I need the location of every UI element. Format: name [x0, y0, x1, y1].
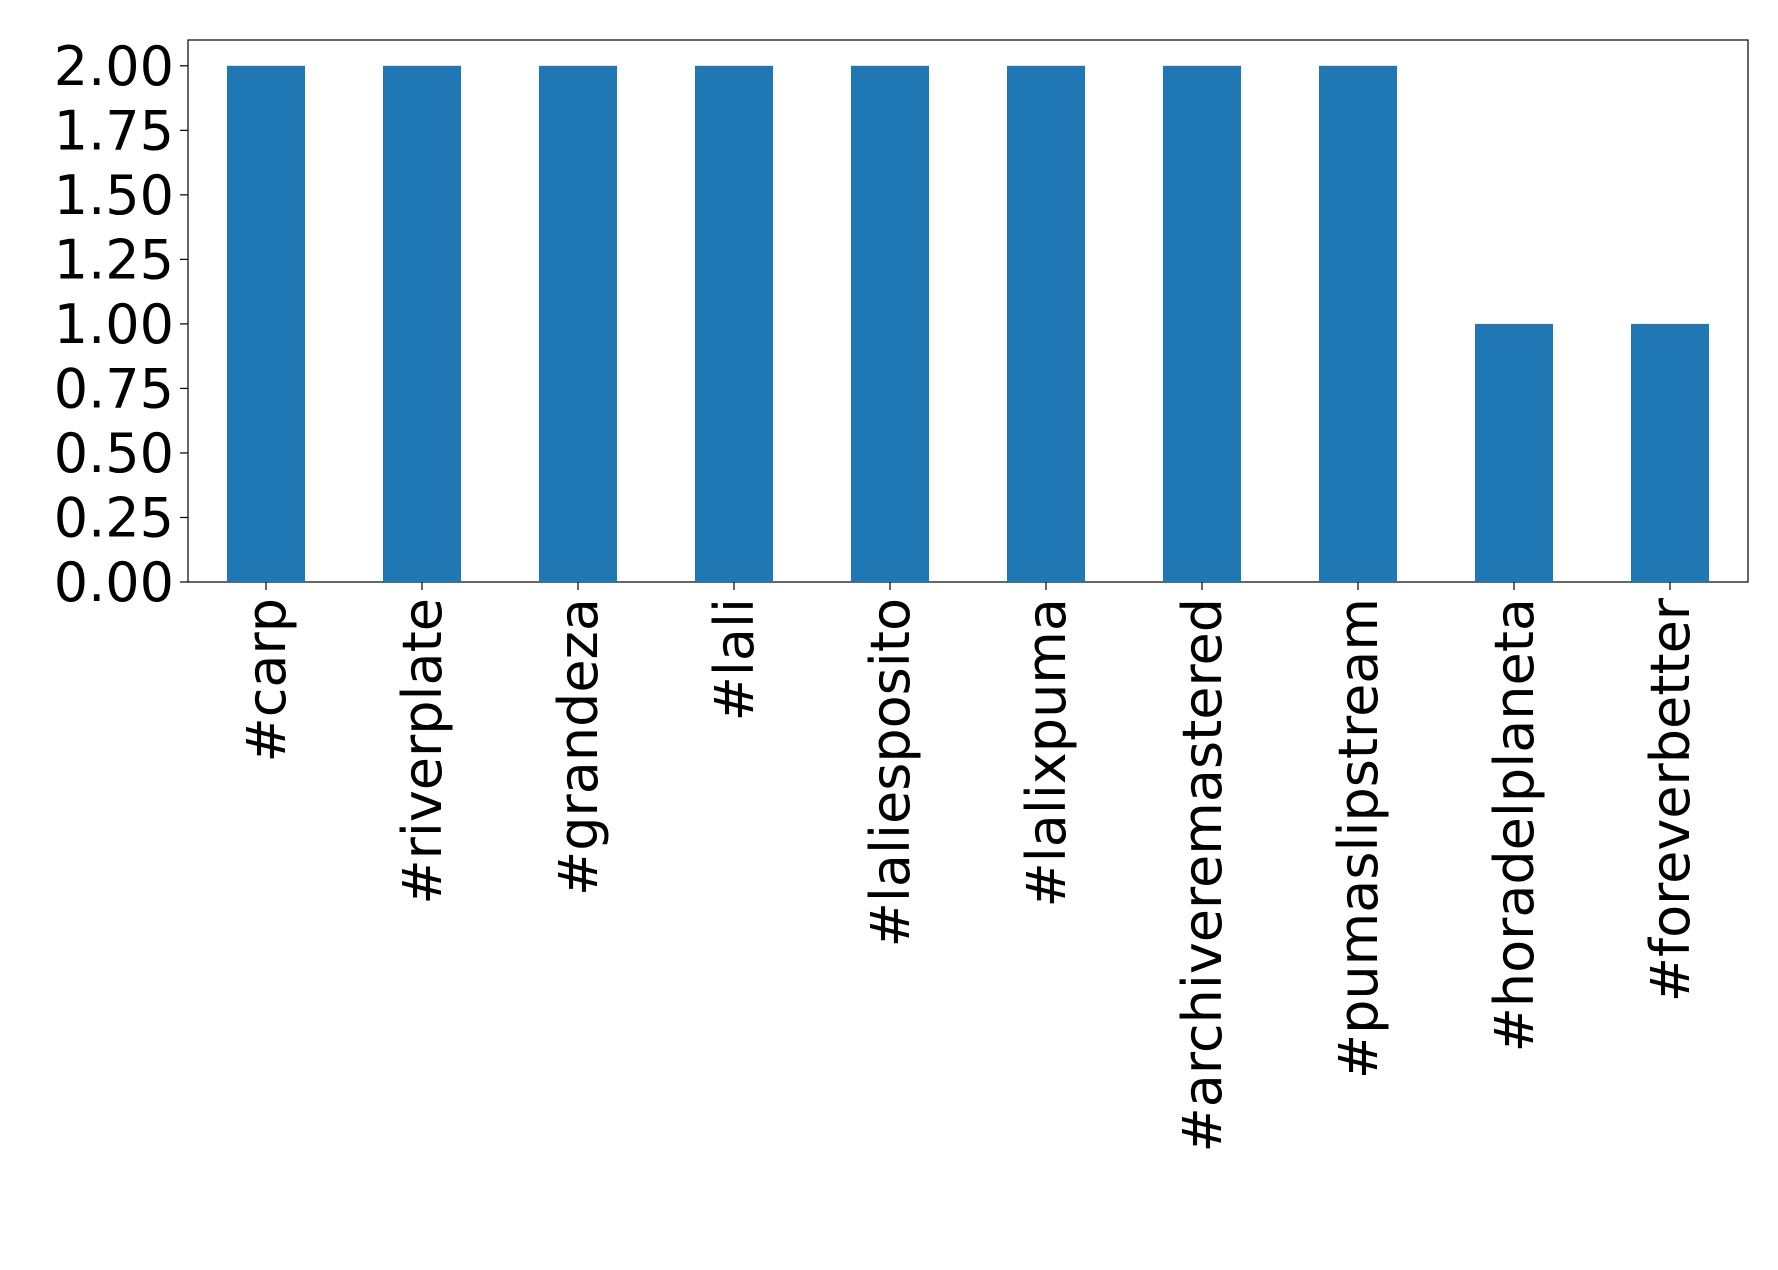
bar [1163, 65, 1241, 583]
bar [383, 65, 461, 583]
y-tick-label: 1.50 [54, 164, 174, 227]
x-tick-label: #foreverbetter [1639, 597, 1702, 1002]
x-tick-label: #horadelplaneta [1483, 598, 1546, 1052]
bar [851, 65, 929, 583]
x-tick-label: #pumaslipstream [1327, 598, 1390, 1079]
x-tick-label: #laliesposito [859, 598, 922, 947]
x-tick-label: #lalixpuma [1015, 598, 1078, 908]
bar [539, 65, 617, 583]
plot-frame [187, 39, 1749, 583]
y-tick-label: 2.00 [54, 35, 174, 98]
bar [1319, 65, 1397, 583]
bar [227, 65, 305, 583]
x-tick-label: #grandeza [547, 598, 610, 896]
y-tick-label: 1.25 [54, 228, 174, 291]
y-tick-label: 0.25 [54, 486, 174, 549]
x-tick-label: #lali [703, 598, 766, 721]
y-tick-label: 1.00 [54, 293, 174, 356]
y-tick-label: 0.00 [54, 551, 174, 614]
bar [1475, 323, 1553, 582]
x-tick-label: #carp [235, 598, 298, 763]
x-tick-label: #riverplate [391, 598, 454, 905]
y-tick-label: 0.75 [54, 357, 174, 420]
bar [695, 65, 773, 583]
y-tick-label: 0.50 [54, 422, 174, 485]
y-tick-label: 1.75 [54, 99, 174, 162]
x-tick-label: #archiveremastered [1171, 598, 1234, 1152]
bar [1631, 323, 1709, 582]
bar [1007, 65, 1085, 583]
